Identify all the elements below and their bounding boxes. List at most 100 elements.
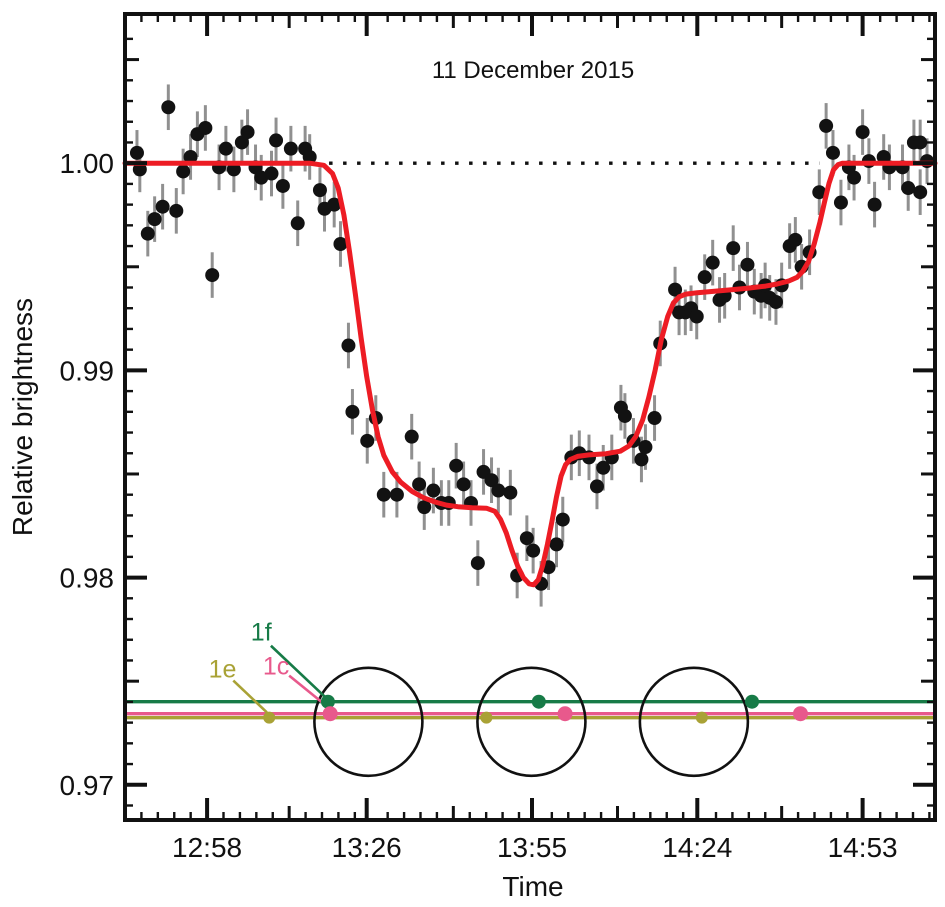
leader-line-1f: [270, 644, 328, 700]
data-point: [404, 429, 419, 444]
data-point: [589, 479, 604, 494]
data-point: [549, 537, 564, 552]
data-point: [913, 185, 928, 200]
data-point: [867, 197, 882, 212]
model-curve: [122, 160, 938, 588]
data-point: [169, 203, 184, 218]
x-axis-label: Time: [502, 871, 563, 902]
data-point: [855, 125, 870, 140]
data-point: [327, 197, 342, 212]
data-point: [833, 195, 848, 210]
data-point: [132, 162, 147, 177]
leader-line-1e: [232, 679, 268, 714]
planet-dot-1f: [531, 694, 546, 709]
data-point: [847, 170, 862, 185]
data-point: [341, 338, 356, 353]
planet-label-1f: 1f: [251, 619, 272, 647]
data-point: [519, 531, 534, 546]
x-tick-label: 14:53: [828, 832, 898, 863]
data-point: [345, 404, 360, 419]
y-tick-label: 0.99: [60, 355, 115, 386]
data-point: [176, 164, 191, 179]
data-point: [283, 141, 298, 156]
planet-dot-1e: [695, 711, 708, 724]
x-tick-label: 13:55: [497, 832, 567, 863]
data-point: [634, 452, 649, 467]
data-point: [426, 483, 441, 498]
planet-lines: [125, 699, 935, 720]
data-point: [312, 183, 327, 198]
planet-dot-1c: [557, 706, 573, 722]
star-circle: [638, 666, 750, 778]
data-point: [183, 149, 198, 164]
transit-model-curve: [122, 160, 938, 588]
tick-labels: 12:58 13:26 13:55 14:24 14:53 0.97 0.98 0.99 1.0…: [60, 148, 898, 863]
data-point: [449, 458, 464, 473]
data-point: [333, 236, 348, 251]
y-tick-label: 1.00: [60, 148, 115, 179]
data-point: [876, 149, 891, 164]
star-circles: [313, 666, 750, 778]
data-point: [389, 487, 404, 502]
data-point: [825, 145, 840, 160]
data-point: [129, 145, 144, 160]
data-point: [697, 270, 712, 285]
data-point: [503, 485, 518, 500]
data-point: [155, 199, 170, 214]
star-circle: [313, 666, 424, 778]
planet-dot-1e: [263, 711, 276, 724]
data-point: [360, 433, 375, 448]
data-point: [218, 141, 233, 156]
x-tick-label: 12:58: [172, 832, 242, 863]
observed-points: [129, 100, 935, 591]
data-point: [264, 166, 279, 181]
planet-dot-1e: [480, 711, 493, 724]
data-point: [705, 255, 720, 270]
data-point: [302, 149, 317, 164]
x-tick-label: 13:26: [332, 832, 402, 863]
chart-title: 11 December 2015: [432, 57, 634, 84]
data-point: [205, 268, 220, 283]
data-point: [901, 181, 916, 196]
data-point: [456, 477, 471, 492]
x-tick-label: 14:24: [662, 832, 732, 863]
data-point: [596, 460, 611, 475]
data-point: [638, 440, 653, 455]
data-point: [768, 295, 783, 310]
data-point: [140, 226, 155, 241]
data-point: [147, 212, 162, 227]
data-point: [417, 500, 432, 515]
plot-frame: [123, 12, 937, 822]
star-circle: [476, 666, 587, 778]
data-point: [161, 100, 176, 115]
data-point: [290, 216, 305, 231]
data-point: [913, 135, 928, 150]
data-point: [470, 556, 485, 571]
data-point: [812, 185, 827, 200]
data-point: [376, 487, 391, 502]
y-tick-label: 0.97: [60, 770, 115, 801]
data-point: [788, 232, 803, 247]
planet-dot-1f: [745, 694, 760, 709]
data-point: [198, 120, 213, 135]
data-point: [689, 309, 704, 324]
data-point: [412, 477, 427, 492]
data-point: [269, 133, 284, 148]
data-point: [617, 408, 632, 423]
data-point: [484, 473, 499, 488]
data-point: [668, 282, 683, 297]
y-axis-label: Relative brightness: [7, 298, 38, 536]
data-point: [275, 178, 290, 193]
data-point: [240, 125, 255, 140]
planet-labels: 1f 1c 1e: [209, 619, 290, 684]
data-point: [647, 411, 662, 426]
planet-label-1e: 1e: [209, 656, 237, 684]
data-point: [726, 241, 741, 256]
y-tick-label: 0.98: [60, 563, 115, 594]
data-point: [555, 512, 570, 527]
planet-dots: [263, 694, 808, 724]
data-point: [740, 257, 755, 272]
planet-dot-1c: [792, 706, 808, 722]
